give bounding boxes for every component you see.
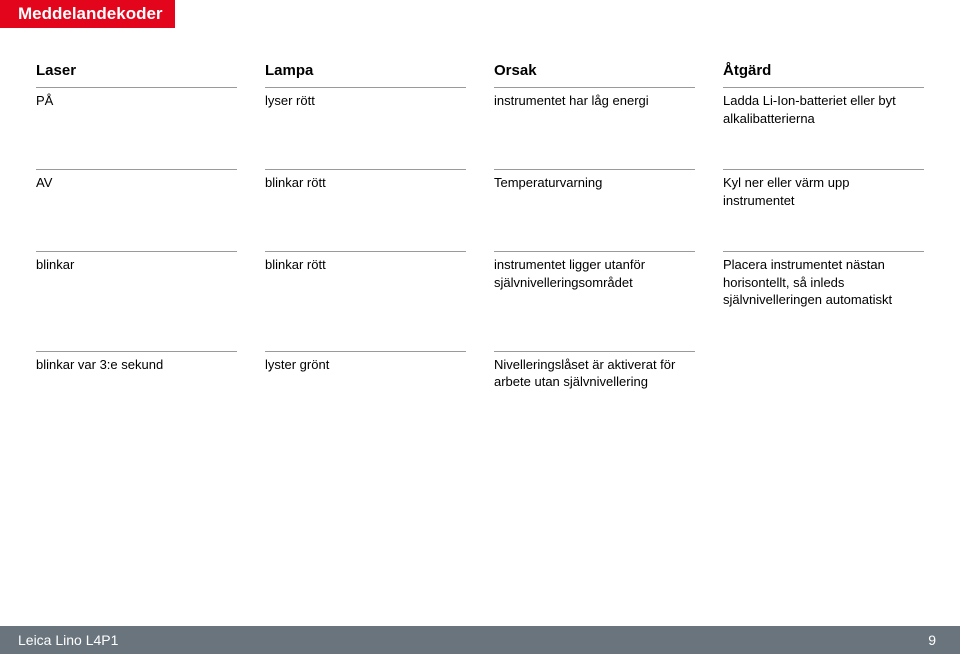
footer-product: Leica Lino L4P1 (18, 632, 118, 648)
footer-page-number: 9 (928, 632, 936, 648)
cell-lampa: lyster grönt (265, 351, 466, 391)
cell-laser: blinkar (36, 251, 237, 309)
cell-value: AV (36, 174, 237, 192)
table-row: AV blinkar rött Temperaturvarning Kyl ne… (36, 169, 924, 209)
cell-value: PÅ (36, 92, 237, 110)
table-row: PÅ lyser rött instrumentet har låg energ… (36, 87, 924, 127)
col-header-atgard: Åtgärd (723, 62, 924, 79)
cell-value: Nivelleringslåset är aktiverat för arbet… (494, 356, 695, 391)
page: Meddelandekoder Laser Lampa Orsak Åtgärd… (0, 0, 960, 654)
table-row: blinkar blinkar rött instrumentet ligger… (36, 251, 924, 309)
cell-value: lyser rött (265, 92, 466, 110)
cell-atgard: Ladda Li-Ion-batteriet eller byt alkalib… (723, 87, 924, 127)
cell-value: blinkar rött (265, 256, 466, 274)
cell-value: Ladda Li-Ion-batteriet eller byt alkalib… (723, 92, 924, 127)
col-header-orsak: Orsak (494, 62, 695, 79)
col-header-laser: Laser (36, 62, 237, 79)
cell-value: blinkar rött (265, 174, 466, 192)
col-header-label: Åtgärd (723, 62, 924, 79)
cell-value: Kyl ner eller värm upp instrumentet (723, 174, 924, 209)
cell-atgard (723, 351, 924, 391)
table-header-row: Laser Lampa Orsak Åtgärd (36, 62, 924, 79)
cell-value: instrumentet ligger utanför självnivelle… (494, 256, 695, 291)
cell-value: Temperaturvarning (494, 174, 695, 192)
cell-atgard: Placera instrumentet nästan horisontellt… (723, 251, 924, 309)
col-header-label: Orsak (494, 62, 695, 79)
col-header-lampa: Lampa (265, 62, 466, 79)
cell-atgard: Kyl ner eller värm upp instrumentet (723, 169, 924, 209)
cell-lampa: blinkar rött (265, 251, 466, 309)
cell-value: lyster grönt (265, 356, 466, 374)
cell-value: blinkar (36, 256, 237, 274)
cell-orsak: Temperaturvarning (494, 169, 695, 209)
cell-laser: AV (36, 169, 237, 209)
cell-laser: blinkar var 3:e sekund (36, 351, 237, 391)
footer-bar: Leica Lino L4P1 9 (0, 626, 960, 654)
content-area: Laser Lampa Orsak Åtgärd PÅ lyser rött i… (36, 0, 924, 391)
cell-orsak: Nivelleringslåset är aktiverat för arbet… (494, 351, 695, 391)
title-bar: Meddelandekoder (0, 0, 175, 28)
cell-lampa: lyser rött (265, 87, 466, 127)
cell-orsak: instrumentet har låg energi (494, 87, 695, 127)
cell-value: blinkar var 3:e sekund (36, 356, 237, 374)
table-row: blinkar var 3:e sekund lyster grönt Nive… (36, 351, 924, 391)
col-header-label: Laser (36, 62, 237, 79)
cell-lampa: blinkar rött (265, 169, 466, 209)
cell-laser: PÅ (36, 87, 237, 127)
col-header-label: Lampa (265, 62, 466, 79)
cell-value: Placera instrumentet nästan horisontellt… (723, 256, 924, 309)
cell-value: instrumentet har låg energi (494, 92, 695, 110)
cell-orsak: instrumentet ligger utanför självnivelle… (494, 251, 695, 309)
page-title: Meddelandekoder (18, 4, 163, 24)
